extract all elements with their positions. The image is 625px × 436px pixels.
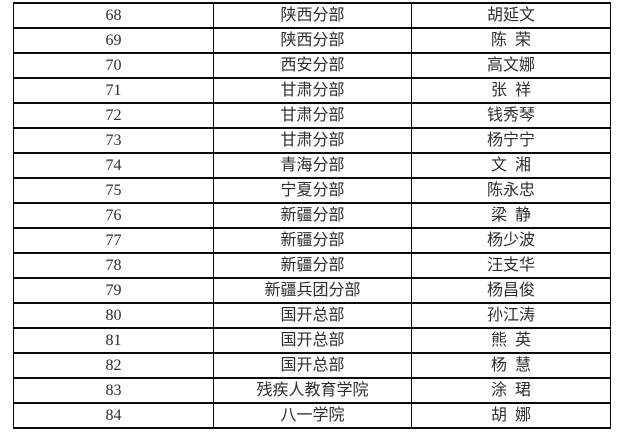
division-cell: 国开总部 — [213, 352, 412, 379]
name-cell: 涂 珺 — [411, 377, 611, 404]
name-cell: 钱秀琴 — [411, 102, 611, 129]
row-number-cell: 80 — [13, 302, 214, 329]
name-cell: 陈 荣 — [411, 27, 611, 54]
row-number-cell: 75 — [13, 177, 214, 204]
table-row: 70 西安分部 高文娜 — [13, 52, 611, 79]
name-cell: 高文娜 — [411, 52, 611, 79]
table-row: 82 国开总部杨 慧 — [13, 352, 611, 379]
name-cell: 文 湘 — [411, 152, 611, 179]
division-cell: 新疆分部 — [213, 227, 412, 254]
name-cell: 杨少波 — [411, 227, 611, 254]
division-cell: 国开总部 — [213, 302, 412, 329]
division-cell: 陕西分部 — [213, 2, 412, 29]
row-number-cell: 74 — [13, 152, 214, 179]
name-cell: 杨宁宁 — [411, 127, 611, 154]
row-number-cell: 77 — [13, 227, 214, 254]
division-cell: 陕西分部 — [213, 27, 412, 54]
table-row: 76 新疆分部梁 静 — [13, 202, 611, 229]
table-row: 80 国开总部 孙江涛 — [13, 302, 611, 329]
table-row: 81 国开总部熊 英 — [13, 327, 611, 354]
division-cell: 新疆分部 — [213, 202, 412, 229]
roster-table: 68 陕西分部 胡延文 69 陕西分部陈 荣 70 西安分部 高文娜 71 甘肃分部张 祥 72 甘肃… — [13, 2, 611, 429]
division-cell: 宁夏分部 — [213, 177, 412, 204]
division-cell: 甘肃分部 — [213, 77, 412, 104]
division-cell: 新疆分部 — [213, 252, 412, 279]
table-row: 84 八一学院胡 娜 — [13, 402, 611, 429]
row-number-cell: 78 — [13, 252, 214, 279]
row-number-cell: 71 — [13, 77, 214, 104]
name-cell: 孙江涛 — [411, 302, 611, 329]
name-cell: 熊 英 — [411, 327, 611, 354]
division-cell: 残疾人教育学院 — [213, 377, 412, 404]
division-cell: 甘肃分部 — [213, 127, 412, 154]
table-row: 75 宁夏分部 陈永忠 — [13, 177, 611, 204]
name-cell: 张 祥 — [411, 77, 611, 104]
row-number-cell: 68 — [13, 2, 214, 29]
table-row: 79 新疆兵团分部 杨昌俊 — [13, 277, 611, 304]
row-number-cell: 82 — [13, 352, 214, 379]
table-row: 78 新疆分部 汪支华 — [13, 252, 611, 279]
table-row: 71 甘肃分部张 祥 — [13, 77, 611, 104]
row-number-cell: 70 — [13, 52, 214, 79]
row-number-cell: 76 — [13, 202, 214, 229]
name-cell: 杨 慧 — [411, 352, 611, 379]
table-body: 68 陕西分部 胡延文 69 陕西分部陈 荣 70 西安分部 高文娜 71 甘肃分部张 祥 72 甘肃… — [13, 2, 611, 429]
row-number-cell: 84 — [13, 402, 214, 429]
name-cell: 胡延文 — [411, 2, 611, 29]
table-row: 68 陕西分部 胡延文 — [13, 2, 611, 29]
name-cell: 陈永忠 — [411, 177, 611, 204]
table-row: 72 甘肃分部 钱秀琴 — [13, 102, 611, 129]
name-cell: 胡 娜 — [411, 402, 611, 429]
table-row: 73 甘肃分部 杨宁宁 — [13, 127, 611, 154]
row-number-cell: 79 — [13, 277, 214, 304]
table-row: 77 新疆分部 杨少波 — [13, 227, 611, 254]
table-row: 69 陕西分部陈 荣 — [13, 27, 611, 54]
table-row: 83 残疾人教育学院涂 珺 — [13, 377, 611, 404]
division-cell: 八一学院 — [213, 402, 412, 429]
division-cell: 国开总部 — [213, 327, 412, 354]
name-cell: 杨昌俊 — [411, 277, 611, 304]
row-number-cell: 83 — [13, 377, 214, 404]
row-number-cell: 69 — [13, 27, 214, 54]
division-cell: 西安分部 — [213, 52, 412, 79]
division-cell: 甘肃分部 — [213, 102, 412, 129]
row-number-cell: 72 — [13, 102, 214, 129]
name-cell: 梁 静 — [411, 202, 611, 229]
row-number-cell: 81 — [13, 327, 214, 354]
division-cell: 青海分部 — [213, 152, 412, 179]
name-cell: 汪支华 — [411, 252, 611, 279]
table-row: 74 青海分部文 湘 — [13, 152, 611, 179]
row-number-cell: 73 — [13, 127, 214, 154]
division-cell: 新疆兵团分部 — [213, 277, 412, 304]
